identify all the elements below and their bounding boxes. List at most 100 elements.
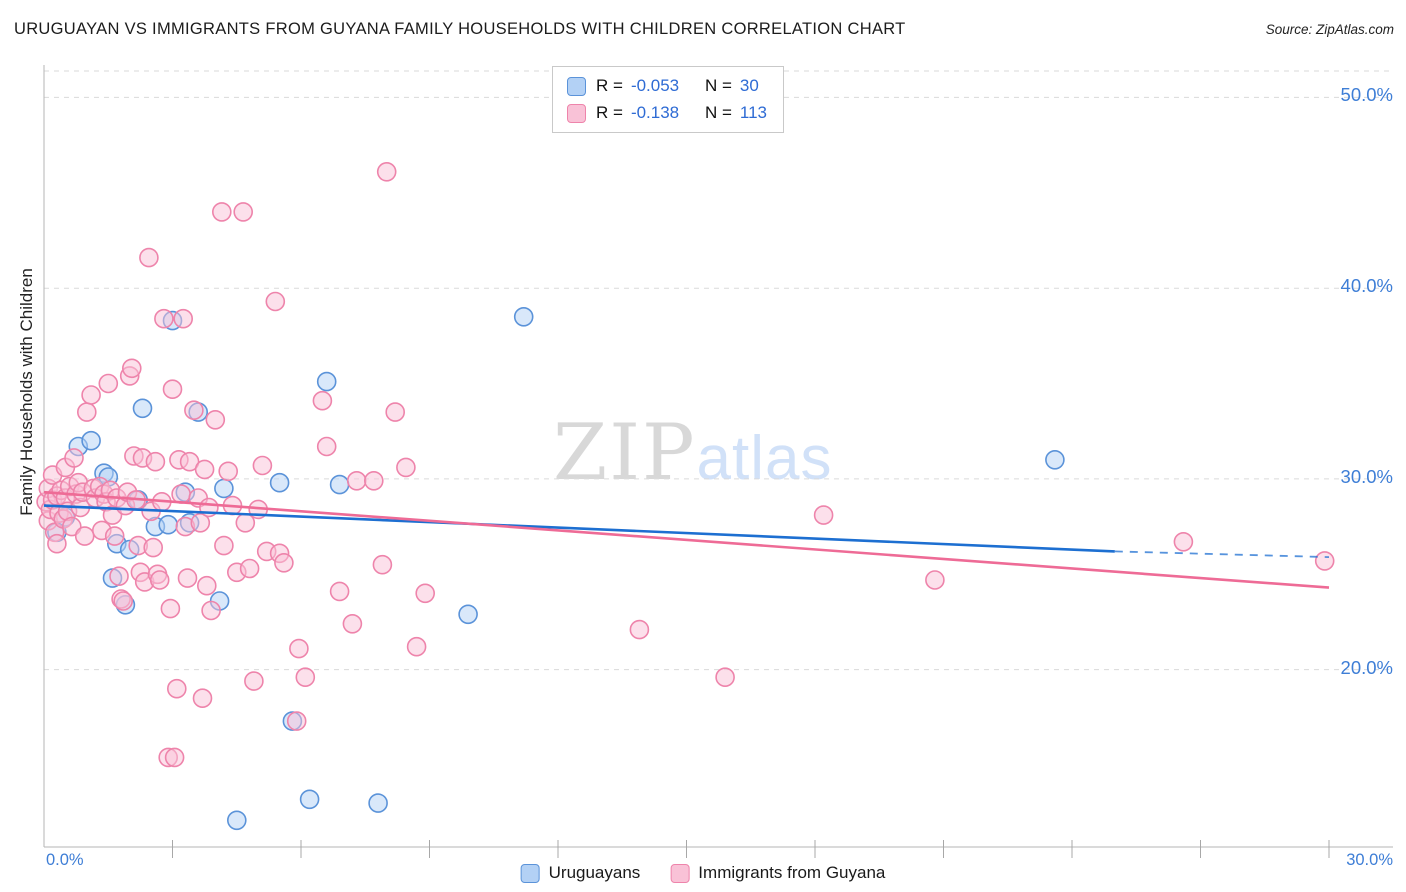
page-title: URUGUAYAN VS IMMIGRANTS FROM GUYANA FAMI…: [14, 20, 906, 38]
point-immigrants-from-guyana: [265, 291, 286, 312]
point-uruguayans: [227, 810, 247, 831]
x-tick-label-min: 0.0%: [46, 851, 84, 869]
point-immigrants-from-guyana: [363, 470, 384, 491]
correlation-stats-box: R = -0.053 N = 30 R = -0.138 N = 113: [552, 66, 784, 133]
point-immigrants-from-guyana: [149, 570, 170, 590]
point-immigrants-from-guyana: [925, 570, 945, 590]
point-immigrants-from-guyana: [81, 385, 101, 405]
point-immigrants-from-guyana: [415, 583, 436, 604]
y-axis-label: Family Households with Children: [17, 268, 36, 516]
point-immigrants-from-guyana: [192, 688, 213, 709]
point-immigrants-from-guyana: [154, 308, 174, 329]
point-uruguayans: [458, 604, 478, 625]
point-immigrants-from-guyana: [167, 678, 187, 699]
point-immigrants-from-guyana: [109, 566, 129, 587]
point-uruguayans: [158, 514, 178, 535]
point-immigrants-from-guyana: [376, 162, 397, 182]
guyana-swatch: [567, 103, 586, 123]
point-immigrants-from-guyana: [173, 308, 193, 329]
point-immigrants-from-guyana: [205, 409, 226, 430]
point-immigrants-from-guyana: [177, 568, 198, 588]
trend-line-uruguayans-dashed: [1114, 550, 1330, 558]
point-immigrants-from-guyana: [171, 484, 191, 504]
source-attribution: Source: ZipAtlas.com: [1265, 22, 1394, 37]
watermark-zip: ZIP: [553, 408, 697, 498]
point-uruguayans: [513, 306, 534, 327]
stats-row-uruguayans: R = -0.053 N = 30: [567, 76, 767, 96]
uruguayans-legend-swatch: [520, 863, 540, 883]
point-immigrants-from-guyana: [212, 202, 232, 222]
legend: Uruguayans Immigrants from Guyana: [520, 863, 885, 883]
stats-row-guyana: R = -0.138 N = 113: [567, 103, 767, 123]
point-immigrants-from-guyana: [47, 533, 67, 554]
point-immigrants-from-guyana: [715, 667, 735, 688]
point-immigrants-from-guyana: [122, 358, 142, 379]
r-value-uruguayans: -0.053: [630, 76, 680, 95]
watermark-atlas: atlas: [696, 424, 833, 493]
point-immigrants-from-guyana: [316, 436, 337, 457]
x-tick-label-max: 30.0%: [1346, 851, 1393, 869]
point-immigrants-from-guyana: [113, 591, 133, 611]
point-uruguayans: [214, 478, 234, 499]
point-immigrants-from-guyana: [218, 461, 238, 482]
legend-label-guyana: Immigrants from Guyana: [698, 863, 886, 882]
point-immigrants-from-guyana: [162, 379, 183, 400]
point-immigrants-from-guyana: [244, 671, 264, 691]
watermark: ZIP atlas: [553, 408, 832, 498]
point-immigrants-from-guyana: [396, 457, 416, 478]
point-immigrants-from-guyana: [145, 451, 166, 472]
point-immigrants-from-guyana: [164, 747, 185, 768]
point-immigrants-from-guyana: [406, 636, 427, 657]
point-immigrants-from-guyana: [385, 402, 406, 422]
n-value-uruguayans: 30: [739, 76, 759, 95]
point-immigrants-from-guyana: [329, 581, 350, 602]
point-immigrants-from-guyana: [286, 711, 307, 731]
point-immigrants-from-guyana: [139, 247, 159, 268]
point-immigrants-from-guyana: [295, 667, 316, 688]
point-immigrants-from-guyana: [104, 526, 125, 546]
point-immigrants-from-guyana: [346, 470, 367, 491]
point-immigrants-from-guyana: [214, 535, 234, 556]
point-immigrants-from-guyana: [194, 459, 215, 480]
point-immigrants-from-guyana: [289, 638, 309, 659]
point-uruguayans: [368, 793, 388, 813]
legend-item-uruguayans: Uruguayans: [520, 863, 641, 883]
point-immigrants-from-guyana: [98, 373, 119, 394]
n-label: N =: [704, 103, 732, 122]
point-immigrants-from-guyana: [629, 619, 650, 640]
point-immigrants-from-guyana: [813, 505, 834, 525]
point-immigrants-from-guyana: [184, 400, 204, 421]
point-immigrants-from-guyana: [1173, 531, 1194, 552]
legend-label-uruguayans: Uruguayans: [548, 863, 641, 882]
guyana-legend-swatch: [670, 863, 690, 883]
n-value-guyana: 113: [739, 103, 767, 122]
point-uruguayans: [81, 430, 101, 451]
uruguayans-swatch: [567, 76, 586, 96]
point-immigrants-from-guyana: [1314, 551, 1335, 571]
point-uruguayans: [316, 371, 337, 392]
point-immigrants-from-guyana: [143, 537, 163, 558]
point-immigrants-from-guyana: [372, 554, 393, 575]
point-uruguayans: [329, 474, 350, 495]
trend-line-uruguayans: [43, 504, 1115, 553]
point-immigrants-from-guyana: [74, 526, 95, 546]
n-label: N =: [704, 76, 732, 95]
point-immigrants-from-guyana: [64, 448, 84, 468]
point-immigrants-from-guyana: [312, 390, 333, 411]
point-immigrants-from-guyana: [233, 202, 253, 222]
point-immigrants-from-guyana: [197, 575, 217, 596]
legend-item-guyana: Immigrants from Guyana: [670, 863, 885, 883]
trend-line-immigrants-from-guyana: [43, 490, 1330, 589]
point-uruguayans: [269, 472, 290, 493]
point-immigrants-from-guyana: [201, 600, 221, 621]
point-uruguayans: [1045, 449, 1065, 470]
point-immigrants-from-guyana: [252, 455, 273, 476]
r-label: R =: [596, 103, 623, 122]
point-immigrants-from-guyana: [190, 512, 211, 533]
r-label: R =: [596, 76, 623, 95]
point-immigrants-from-guyana: [239, 558, 260, 579]
point-immigrants-from-guyana: [274, 552, 294, 573]
point-uruguayans: [299, 789, 320, 810]
